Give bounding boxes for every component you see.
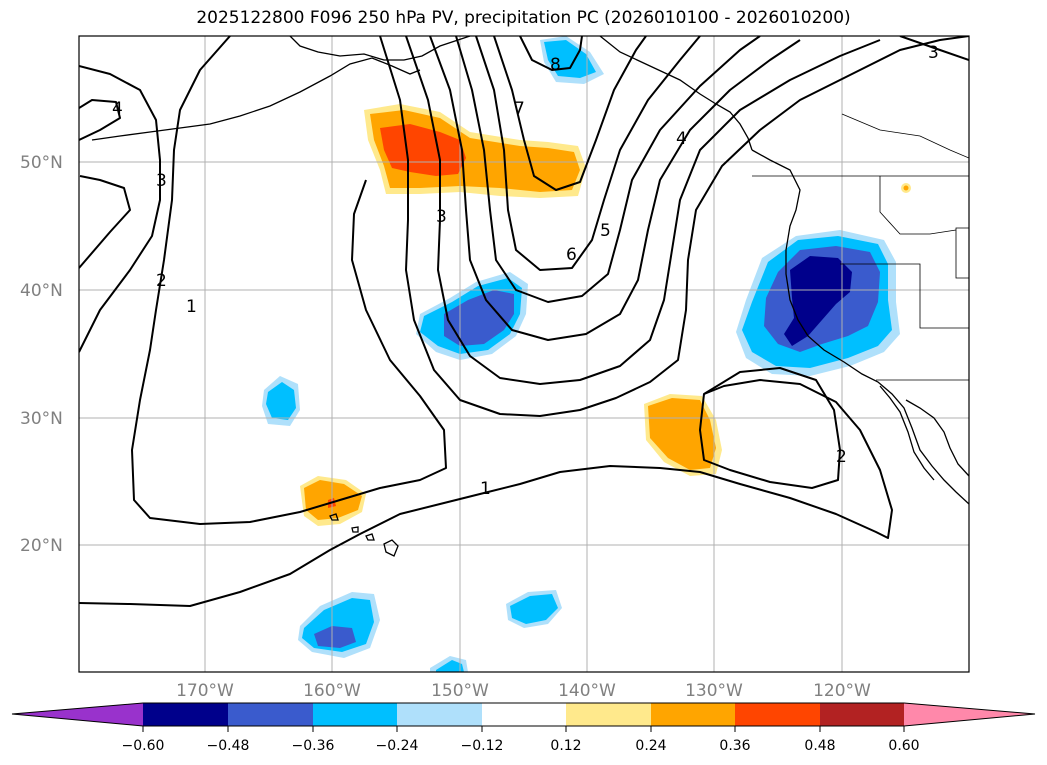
contour-4-central — [429, 36, 801, 341]
shade-pos-strong — [380, 124, 466, 176]
contour-label: 8 — [550, 55, 561, 75]
contour-5-central — [455, 36, 761, 303]
contour-label: 1 — [186, 297, 197, 317]
colorbar-segment — [482, 703, 566, 726]
contour-label: 5 — [600, 221, 611, 241]
longitude-labels: 170°W 160°W 150°W 140°W 130°W 120°W — [176, 681, 871, 701]
contour-2-central — [379, 36, 969, 417]
shade-pos — [648, 398, 716, 470]
coastlines — [91, 36, 969, 557]
contour-label: 4 — [112, 99, 123, 119]
lon-label: 170°W — [176, 681, 234, 701]
colorbar-tick-label: 0.60 — [888, 738, 919, 754]
colorbar-segment — [143, 703, 228, 726]
contour-3-west — [79, 175, 131, 269]
colorbar-tick-label: −0.60 — [122, 738, 165, 754]
contour-label: 7 — [514, 99, 525, 119]
colorbar-tick-label: −0.36 — [292, 738, 335, 754]
colorbar-segment — [651, 703, 735, 726]
contour-6-central — [475, 36, 701, 271]
colorbar-segment — [397, 703, 482, 726]
contour-label: 3 — [156, 171, 167, 191]
precip-shading — [262, 36, 911, 672]
contour-label: 3 — [928, 43, 939, 63]
colorbar-tick-label: 0.36 — [719, 738, 750, 754]
contour-2-closed — [699, 367, 841, 489]
lat-label: 50°N — [20, 153, 63, 173]
shade-neg-strong — [784, 256, 852, 346]
lat-label: 40°N — [20, 281, 63, 301]
colorbar-ticks — [142, 726, 905, 732]
coast-bc — [599, 36, 753, 151]
lon-label: 130°W — [685, 681, 743, 701]
shade-neg-mid — [314, 626, 356, 648]
contour-4-west — [79, 99, 121, 141]
colorbar-tick-label: 0.12 — [550, 738, 581, 754]
latitude-labels: 50°N 40°N 30°N 20°N — [20, 153, 63, 556]
contour-2-west — [79, 65, 161, 353]
colorbar-segment — [313, 703, 397, 726]
contour-label: 3 — [436, 207, 447, 227]
colorbar-segment — [228, 703, 313, 726]
contour-8-north — [519, 36, 583, 71]
contour-label-group: 1 1 2 2 3 3 3 4 4 5 6 7 8 — [112, 43, 939, 499]
colorbar-tick-label: −0.48 — [207, 738, 250, 754]
colorbar-segment — [566, 703, 651, 726]
lon-label: 140°W — [558, 681, 616, 701]
map-frame — [78, 35, 970, 673]
contour-7-central — [493, 36, 647, 191]
borders — [752, 113, 969, 381]
contour-3-ne — [899, 36, 969, 61]
lon-label: 120°W — [813, 681, 871, 701]
colorbar-segment — [904, 703, 1035, 726]
contour-1 — [79, 379, 893, 607]
colorbar-segment — [12, 703, 143, 726]
coast-aleutians — [91, 57, 421, 141]
colorbar-tick-label: −0.24 — [376, 738, 419, 754]
contour-1-west — [131, 36, 447, 525]
graticule — [79, 36, 969, 672]
shade-neg — [510, 594, 558, 624]
map-title: 2025122800 F096 250 hPa PV, precipitatio… — [196, 8, 851, 28]
lat-label: 30°N — [20, 409, 63, 429]
contour-label: 6 — [566, 245, 577, 265]
colorbar-tick-label: 0.24 — [635, 738, 666, 754]
lat-label: 20°N — [20, 536, 63, 556]
colorbar-segment — [820, 703, 904, 726]
coast-baja — [879, 385, 935, 481]
contour-label: 1 — [480, 479, 491, 499]
contour-label: 4 — [676, 129, 687, 149]
colorbar-segment — [735, 703, 820, 726]
colorbar: −0.60 −0.48 −0.36 −0.24 −0.12 0.12 0.24 … — [11, 702, 1036, 754]
colorbar-tick-label: −0.12 — [461, 738, 504, 754]
lon-label: 150°W — [431, 681, 489, 701]
shade-neg — [436, 660, 464, 672]
lon-label: 160°W — [303, 681, 361, 701]
contour-label: 2 — [156, 271, 167, 291]
shade-neg — [266, 382, 296, 420]
shade-neg-mid — [444, 290, 514, 346]
coast-west-us — [751, 149, 969, 505]
colorbar-tick-label: 0.48 — [804, 738, 835, 754]
contour-label: 2 — [836, 447, 847, 467]
coast-hawaii — [383, 539, 399, 557]
